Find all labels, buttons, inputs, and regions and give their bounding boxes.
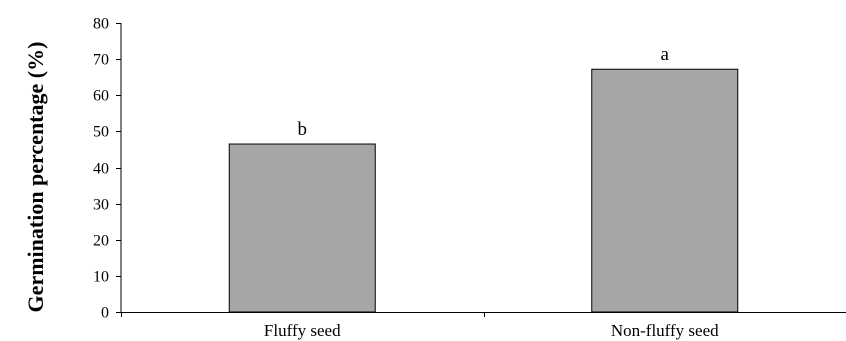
data-labels-group: ba	[298, 44, 670, 140]
y-tick-label: 50	[93, 124, 109, 141]
y-tick-label: 0	[101, 305, 109, 322]
y-tick-label: 40	[93, 161, 109, 178]
y-axis-title: Germination percentage (%)	[23, 42, 48, 313]
y-axis-title-group: Germination percentage (%)	[23, 42, 48, 313]
y-tick-label: 60	[93, 88, 109, 105]
y-tick-label: 80	[93, 16, 109, 33]
bar-data-label: a	[661, 44, 670, 65]
y-axis: 0 10 20 30 40 50 60 70 80	[93, 16, 122, 322]
bar-non-fluffy-seed	[591, 68, 739, 313]
y-tick-label: 20	[93, 233, 109, 250]
y-tick-label: 70	[93, 52, 109, 69]
x-category-label: Fluffy seed	[264, 321, 341, 340]
y-tick-label: 10	[93, 269, 109, 286]
bar-fluffy-seed	[228, 143, 376, 313]
bars-group	[228, 68, 739, 313]
bar-data-label: b	[298, 119, 308, 140]
y-tick-label: 30	[93, 197, 109, 214]
x-axis: Fluffy seed Non-fluffy seed	[121, 312, 846, 340]
x-category-label: Non-fluffy seed	[611, 321, 719, 340]
